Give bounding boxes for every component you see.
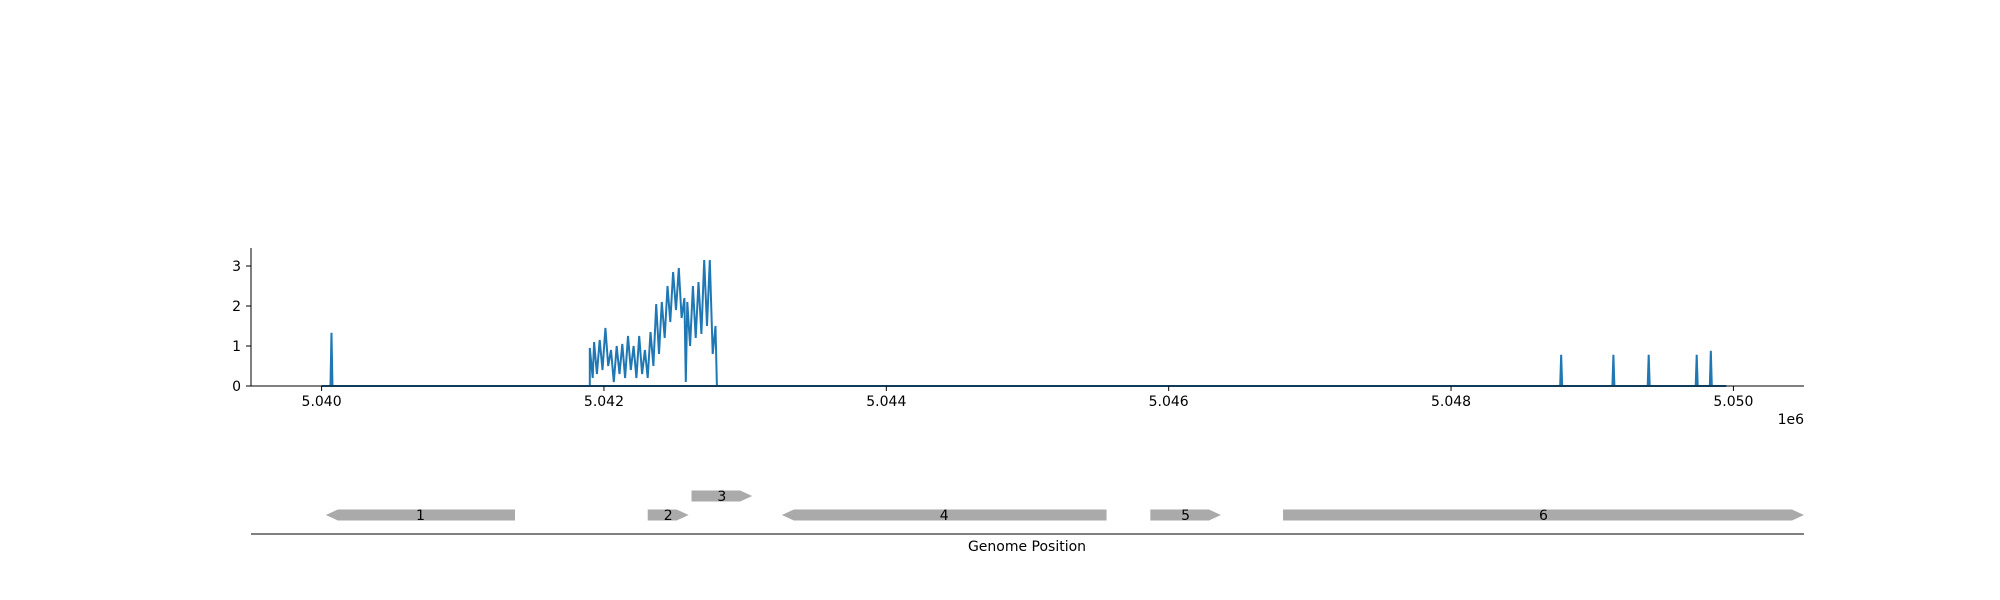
gene-track: 1 2 3 4 5 6 Genome Position [251, 489, 1804, 555]
y-tick-label: 1 [232, 339, 241, 355]
coverage-spike [329, 332, 334, 387]
x-tick-label: 5.040 [302, 394, 342, 410]
coverage-spike [1694, 354, 1699, 387]
gene-arrow [325, 509, 516, 521]
coverage-spike [1611, 354, 1616, 387]
coverage-plot: 0 1 2 3 5.040 5.042 5.044 5.046 5.048 5.050 1e6 [232, 248, 1804, 428]
y-ticks: 0 1 2 3 [232, 259, 251, 395]
x-tick-label: 5.046 [1149, 394, 1189, 410]
y-tick-label: 0 [232, 379, 241, 395]
gene-arrow [1150, 509, 1221, 521]
x-tick-label: 5.050 [1713, 394, 1753, 410]
gene-label: 1 [416, 508, 425, 524]
gene-arrow [781, 509, 1107, 521]
gene-arrow [691, 490, 753, 502]
gene-arrow [1283, 509, 1804, 521]
gene-marks: 1 2 3 4 5 6 [325, 489, 1804, 524]
gene-label: 5 [1181, 508, 1190, 524]
gene-label: 3 [717, 489, 726, 505]
x-tick-label: 5.042 [584, 394, 624, 410]
coverage-cluster [588, 259, 718, 387]
coverage-spike [1708, 350, 1713, 387]
x-offset-label: 1e6 [1778, 412, 1805, 428]
gene-label: 6 [1539, 508, 1548, 524]
x-tick-label: 5.048 [1431, 394, 1471, 410]
gene-label: 4 [940, 508, 949, 524]
y-tick-label: 2 [232, 299, 241, 315]
y-tick-label: 3 [232, 259, 241, 275]
x-axis-label: Genome Position [968, 539, 1086, 555]
gene-arrow [647, 509, 689, 521]
coverage-spike [1559, 354, 1564, 387]
x-tick-label: 5.044 [866, 394, 906, 410]
coverage-spike [1646, 354, 1651, 387]
x-ticks: 5.040 5.042 5.044 5.046 5.048 5.050 [302, 386, 1753, 410]
gene-label: 2 [664, 508, 673, 524]
coverage-marks [321, 259, 1727, 387]
